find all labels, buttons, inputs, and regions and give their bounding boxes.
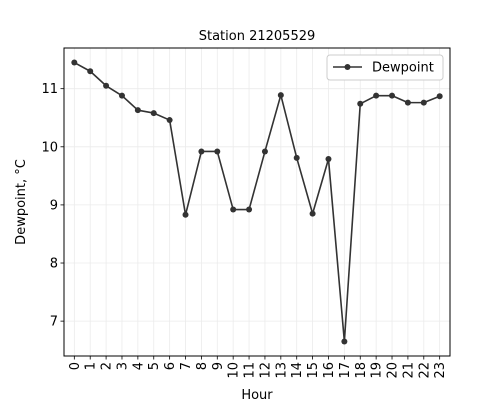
- x-tick-label: 5: [147, 362, 162, 370]
- data-point: [214, 148, 221, 155]
- data-point: [420, 99, 427, 106]
- x-tick-label: 9: [211, 362, 226, 370]
- x-tick-label: 2: [100, 362, 115, 370]
- x-tick-label: 19: [370, 362, 385, 379]
- data-point: [118, 92, 125, 99]
- data-point: [87, 68, 94, 75]
- x-tick-label: 8: [195, 362, 210, 370]
- y-tick-label: 8: [50, 257, 58, 272]
- data-point: [309, 210, 316, 217]
- legend-box: [326, 54, 444, 81]
- data-point: [277, 92, 284, 99]
- x-axis-label: Hour: [241, 388, 273, 400]
- series-line-dewpoint: [73, 61, 440, 343]
- legend-marker: [344, 64, 351, 70]
- x-tick-label: 15: [306, 362, 321, 379]
- x-tick-label: 16: [322, 362, 337, 379]
- x-tick-label: 10: [227, 362, 242, 379]
- x-tick-label: 11: [243, 362, 258, 379]
- x-tick-label: 6: [163, 362, 178, 370]
- y-axis-label: Dewpoint, °C: [14, 159, 29, 245]
- data-point: [404, 99, 411, 106]
- legend: Dewpoint: [326, 54, 444, 81]
- x-tick-label: 21: [401, 362, 416, 379]
- x-tick-label: 4: [131, 362, 146, 370]
- grid: [64, 48, 450, 356]
- data-point: [341, 338, 348, 345]
- y-tick-label: 7: [50, 315, 58, 330]
- chart-title: Station 21205529: [199, 29, 316, 44]
- x-tick-label: 7: [179, 362, 194, 370]
- x-tick-label: 0: [68, 362, 83, 370]
- x-tick-label: 23: [433, 362, 448, 379]
- data-point: [436, 93, 443, 100]
- x-tick-label: 13: [274, 362, 289, 379]
- x-tick-label: 22: [417, 362, 432, 379]
- x-tick-label: 12: [258, 362, 273, 379]
- plot-frame: [63, 47, 451, 357]
- y-tick-label: 11: [41, 82, 58, 97]
- data-point: [182, 211, 189, 218]
- data-point: [325, 155, 332, 162]
- data-point: [198, 148, 205, 155]
- data-point: [150, 110, 157, 117]
- x-tick-label: 14: [290, 362, 305, 379]
- data-point: [71, 59, 78, 66]
- x-axis: 0 1 2 3 4 5 6 7 8 9 10 11 12 13 14 15 16 17 18 19 20 21 22 23: [68, 356, 448, 379]
- data-point: [261, 148, 268, 155]
- data-point: [103, 82, 110, 89]
- data-point: [293, 154, 300, 161]
- x-tick-label: 3: [115, 362, 130, 370]
- data-point: [389, 92, 396, 99]
- y-tick-label: 10: [41, 140, 58, 155]
- x-tick-label: 18: [354, 362, 369, 379]
- data-point: [230, 206, 237, 213]
- data-point: [166, 117, 173, 124]
- series-layer: [71, 59, 443, 345]
- data-point: [373, 92, 380, 99]
- data-point: [246, 206, 253, 213]
- y-axis: 7 8 9 10 11: [41, 82, 64, 330]
- y-tick-label: 9: [50, 198, 58, 213]
- data-point: [134, 107, 141, 114]
- data-point: [357, 100, 364, 107]
- x-tick-label: 1: [84, 362, 99, 370]
- legend-label: Dewpoint: [372, 61, 434, 76]
- x-tick-label: 20: [386, 362, 401, 379]
- x-tick-label: 17: [338, 362, 353, 379]
